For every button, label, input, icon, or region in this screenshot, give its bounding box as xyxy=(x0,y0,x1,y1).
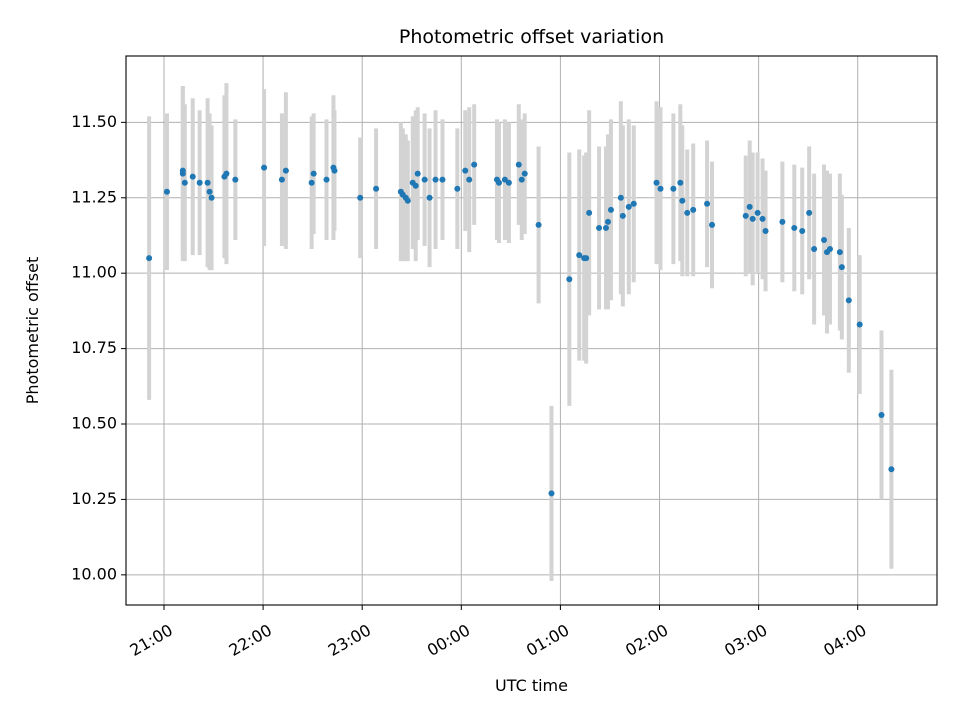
data-point xyxy=(204,179,211,186)
y-tick-label: 10.75 xyxy=(71,338,117,357)
data-point xyxy=(261,164,268,171)
y-tick-label: 10.00 xyxy=(71,564,117,583)
data-point xyxy=(684,209,691,216)
data-point xyxy=(845,297,852,304)
data-point xyxy=(357,194,364,201)
data-point xyxy=(888,466,895,473)
data-point xyxy=(596,224,603,231)
data-point xyxy=(206,188,213,195)
data-point xyxy=(278,176,285,183)
data-point xyxy=(462,167,469,174)
y-axis-label: Photometric offset xyxy=(23,257,42,405)
data-point xyxy=(690,206,697,213)
data-point xyxy=(576,252,583,259)
data-point xyxy=(821,237,828,244)
data-point xyxy=(323,176,330,183)
data-point xyxy=(779,218,786,225)
data-point xyxy=(679,197,686,204)
data-point xyxy=(625,203,632,210)
data-point xyxy=(310,170,317,177)
data-point xyxy=(709,221,716,228)
data-point xyxy=(414,170,421,177)
data-point xyxy=(454,185,461,192)
data-point xyxy=(617,194,624,201)
data-point xyxy=(838,264,845,271)
data-point xyxy=(791,224,798,231)
data-point xyxy=(742,212,749,219)
data-point xyxy=(657,185,664,192)
data-point xyxy=(232,176,239,183)
data-point xyxy=(746,203,753,210)
data-point xyxy=(181,179,188,186)
y-tick-label: 11.25 xyxy=(71,187,117,206)
data-point xyxy=(373,185,380,192)
data-point xyxy=(196,179,203,186)
data-point xyxy=(653,179,660,186)
data-point xyxy=(505,179,512,186)
data-point xyxy=(308,179,315,186)
data-point xyxy=(566,276,573,283)
data-point xyxy=(759,215,766,222)
data-point xyxy=(208,194,215,201)
chart-title: Photometric offset variation xyxy=(399,26,664,48)
y-axis: 10.00 10.25 10.50 10.75 11.00 11.25 11.50 xyxy=(71,112,126,583)
data-point xyxy=(471,161,478,168)
data-point xyxy=(806,209,813,216)
data-point xyxy=(677,179,684,186)
data-point xyxy=(179,170,186,177)
data-point xyxy=(548,490,555,497)
data-point xyxy=(704,200,711,207)
data-point xyxy=(439,176,446,183)
data-point xyxy=(146,255,153,262)
data-point xyxy=(754,209,761,216)
x-axis-label: UTC time xyxy=(495,676,568,695)
data-point xyxy=(836,249,843,256)
data-point xyxy=(607,206,614,213)
data-point xyxy=(602,224,609,231)
data-point xyxy=(223,170,230,177)
data-point xyxy=(432,176,439,183)
data-point xyxy=(583,255,590,262)
y-tick-label: 11.50 xyxy=(71,112,117,131)
data-point xyxy=(630,200,637,207)
data-point xyxy=(404,197,411,204)
data-point xyxy=(331,167,338,174)
data-point xyxy=(762,227,769,234)
y-tick-label: 10.25 xyxy=(71,489,117,508)
plot-frame xyxy=(125,55,938,606)
data-point xyxy=(619,212,626,219)
data-point xyxy=(535,221,542,228)
data-point xyxy=(604,218,611,225)
data-point xyxy=(189,173,196,180)
data-point xyxy=(421,176,428,183)
data-point xyxy=(518,176,525,183)
data-point xyxy=(495,179,502,186)
data-point xyxy=(749,215,756,222)
data-point xyxy=(466,176,473,183)
y-tick-label: 11.00 xyxy=(71,263,117,282)
data-point xyxy=(670,185,677,192)
data-point xyxy=(282,167,289,174)
data-point xyxy=(412,182,419,189)
data-point xyxy=(799,227,806,234)
data-point xyxy=(515,161,522,168)
data-point xyxy=(586,209,593,216)
data-point xyxy=(826,246,833,253)
data-points xyxy=(146,161,895,497)
data-point xyxy=(878,411,885,418)
data-point xyxy=(426,194,433,201)
data-point xyxy=(811,246,818,253)
y-tick-label: 10.50 xyxy=(71,414,117,433)
data-point xyxy=(856,321,863,328)
data-point xyxy=(521,170,528,177)
data-point xyxy=(163,188,170,195)
